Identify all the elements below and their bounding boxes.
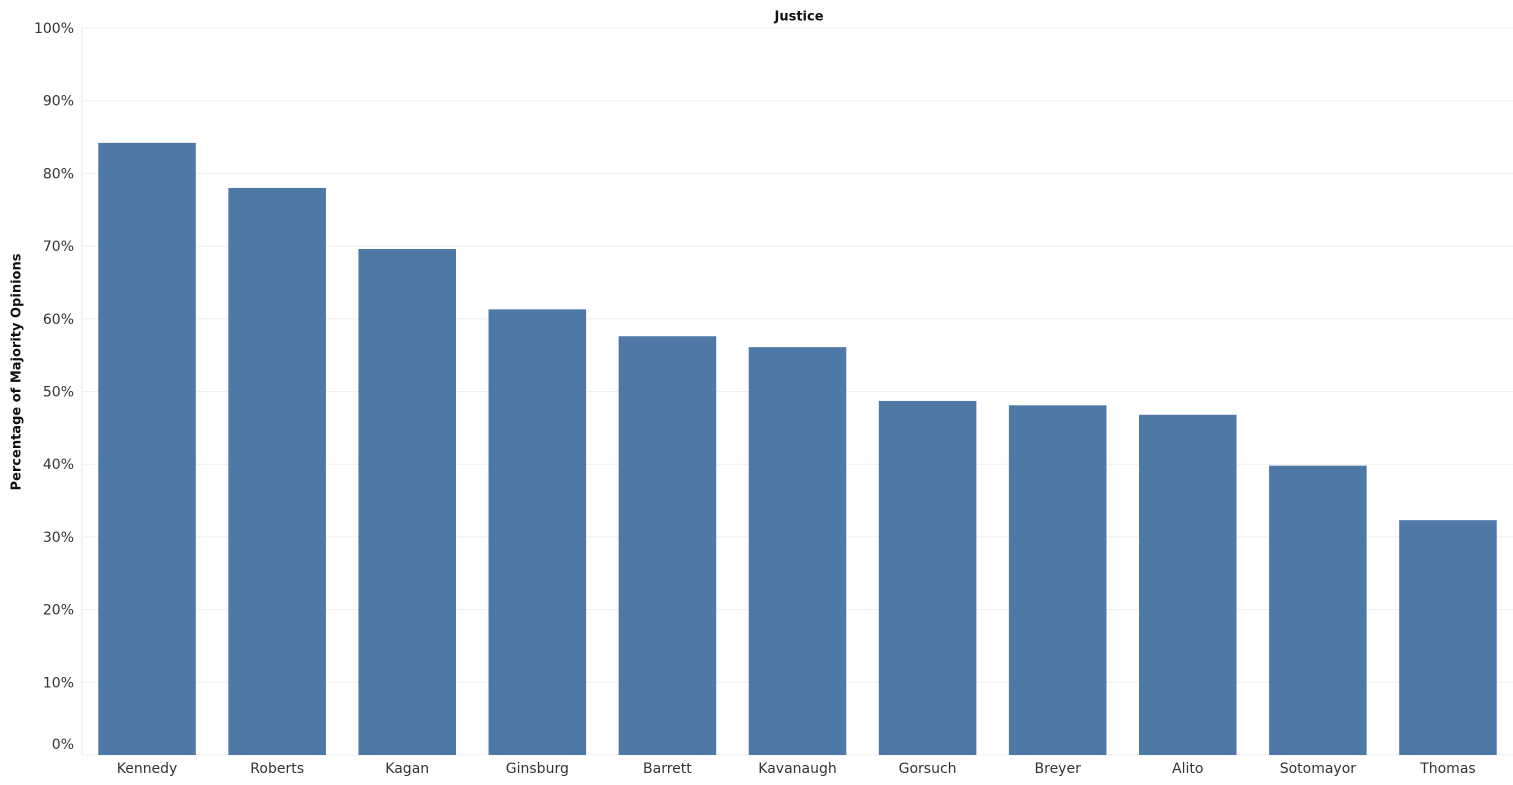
y-tick-label: 40% <box>43 457 74 473</box>
x-tick-label: Breyer <box>1035 761 1082 777</box>
x-tick-label: Alito <box>1172 761 1203 777</box>
bar <box>748 347 847 755</box>
x-tick-label: Kennedy <box>117 761 178 777</box>
x-tick-label: Sotomayor <box>1280 761 1357 777</box>
x-tick-label: Ginsburg <box>506 761 569 777</box>
y-tick-label: 10% <box>43 675 74 691</box>
y-tick-label: 0% <box>52 737 74 753</box>
y-tick-label: 70% <box>43 239 74 255</box>
x-tick-label: Barrett <box>643 761 692 777</box>
y-tick-label: 90% <box>43 94 74 110</box>
y-tick-label: 30% <box>43 530 74 546</box>
bar <box>358 249 457 755</box>
bar <box>98 142 196 756</box>
y-tick-label: 20% <box>43 603 74 619</box>
y-tick-label: 100% <box>34 21 74 37</box>
bar <box>878 400 977 755</box>
bar <box>1269 465 1367 755</box>
bar <box>228 187 326 755</box>
bar <box>1399 520 1497 755</box>
x-tick-label: Thomas <box>1419 761 1476 777</box>
bar <box>1008 405 1107 755</box>
bar <box>1138 414 1237 755</box>
x-tick-label: Kagan <box>385 761 429 777</box>
x-tick-label: Roberts <box>250 761 304 777</box>
bar <box>618 336 717 755</box>
y-tick-label: 50% <box>43 385 74 401</box>
chart-title: Justice <box>773 10 823 25</box>
bar <box>488 309 587 755</box>
y-tick-label: 60% <box>43 312 74 328</box>
y-tick-label: 80% <box>43 166 74 182</box>
y-axis-label: Percentage of Majority Opinions <box>10 253 25 490</box>
x-tick-label: Gorsuch <box>899 761 957 777</box>
x-tick-label: Kavanaugh <box>758 761 836 777</box>
